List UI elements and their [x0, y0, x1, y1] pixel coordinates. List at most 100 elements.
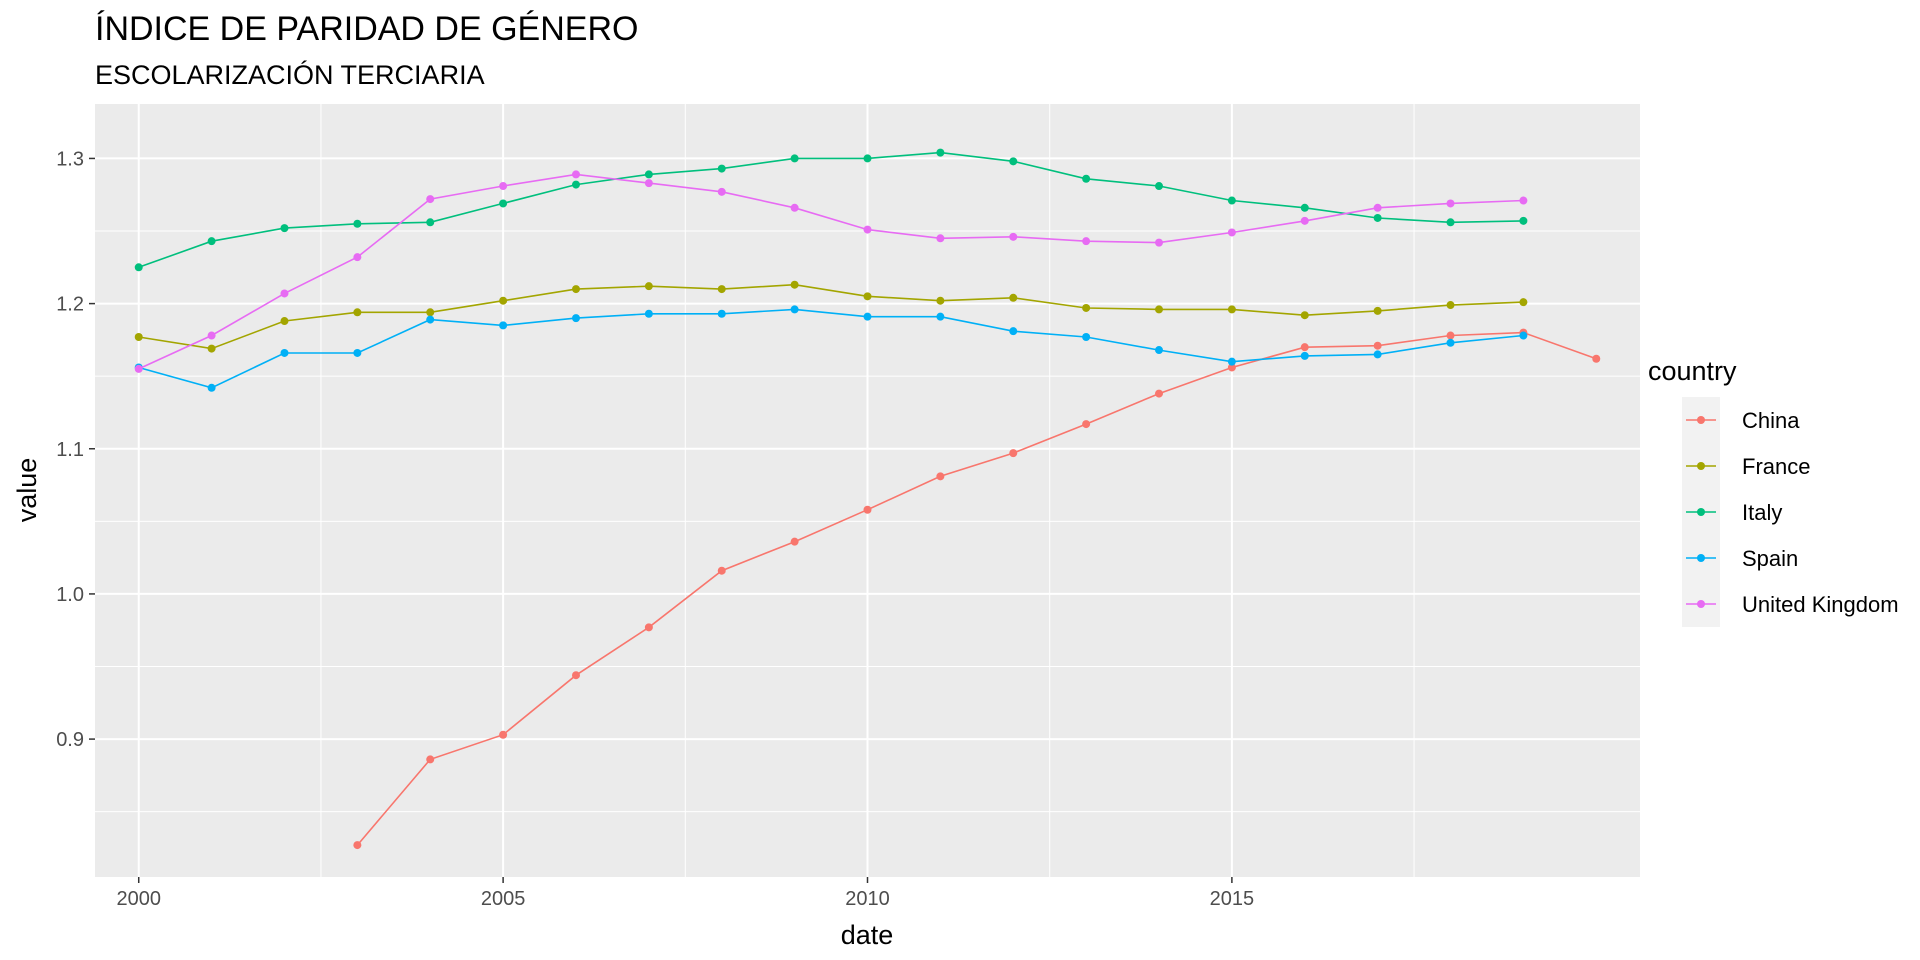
- data-point-france: [863, 292, 872, 301]
- data-point-italy: [1155, 182, 1164, 191]
- legend: country China France Italy Spain United King…: [1648, 356, 1899, 627]
- legend-key-point: [1697, 462, 1705, 470]
- data-point-france: [1227, 305, 1236, 314]
- data-point-china: [644, 623, 653, 632]
- x-tick-label: 2010: [845, 888, 890, 910]
- data-point-france: [1446, 301, 1455, 310]
- data-point-united-kingdom: [644, 179, 653, 188]
- data-point-italy: [936, 148, 945, 157]
- data-point-italy: [1082, 174, 1091, 183]
- x-axis-title: date: [841, 920, 894, 950]
- data-point-china: [1446, 331, 1455, 340]
- data-point-china: [499, 730, 508, 739]
- data-point-italy: [1519, 216, 1528, 225]
- legend-key-point: [1697, 416, 1705, 424]
- data-point-france: [426, 308, 435, 317]
- data-point-united-kingdom: [717, 187, 726, 196]
- data-point-spain: [207, 383, 216, 392]
- data-point-italy: [207, 237, 216, 246]
- data-point-united-kingdom: [1519, 196, 1528, 205]
- legend-label-united-kingdom: United Kingdom: [1742, 592, 1899, 617]
- data-point-united-kingdom: [353, 253, 362, 262]
- data-point-italy: [1446, 218, 1455, 227]
- data-point-spain: [717, 309, 726, 318]
- data-point-spain: [1373, 350, 1382, 359]
- data-point-france: [1009, 293, 1018, 302]
- legend-label-france: France: [1742, 454, 1810, 479]
- legend-item-france: France: [1686, 454, 1810, 479]
- data-point-united-kingdom: [936, 234, 945, 243]
- data-point-china: [936, 472, 945, 481]
- data-point-italy: [717, 164, 726, 173]
- data-point-france: [644, 282, 653, 291]
- legend-key-point: [1697, 600, 1705, 608]
- data-point-france: [1373, 306, 1382, 315]
- data-point-spain: [426, 315, 435, 324]
- data-point-china: [1009, 449, 1018, 458]
- legend-label-italy: Italy: [1742, 500, 1782, 525]
- data-point-united-kingdom: [1300, 216, 1309, 225]
- data-point-china: [717, 566, 726, 575]
- data-point-france: [936, 296, 945, 305]
- data-point-italy: [1373, 213, 1382, 222]
- data-point-france: [717, 285, 726, 294]
- data-point-united-kingdom: [1155, 238, 1164, 247]
- legend-items: China France Italy Spain United Kingdom: [1682, 397, 1899, 627]
- data-point-spain: [1155, 346, 1164, 355]
- y-axis-title: value: [12, 458, 42, 523]
- data-point-united-kingdom: [1373, 203, 1382, 212]
- data-point-italy: [499, 199, 508, 208]
- series-italy: [134, 148, 1528, 272]
- data-point-spain: [1300, 351, 1309, 360]
- data-point-spain: [1519, 331, 1528, 340]
- data-point-spain: [863, 312, 872, 321]
- data-point-united-kingdom: [1009, 232, 1018, 241]
- data-point-united-kingdom: [1082, 237, 1091, 246]
- legend-key-point: [1697, 554, 1705, 562]
- data-point-italy: [134, 263, 143, 272]
- data-point-china: [571, 671, 580, 680]
- y-tick-label: 1.1: [56, 439, 84, 461]
- data-point-spain: [936, 312, 945, 321]
- data-point-france: [280, 317, 289, 326]
- legend-item-china: China: [1686, 408, 1800, 433]
- x-tick-label: 2015: [1210, 888, 1255, 910]
- data-point-united-kingdom: [863, 225, 872, 234]
- chart-title: ÍNDICE DE PARIDAD DE GÉNERO: [95, 10, 638, 48]
- data-point-france: [1519, 298, 1528, 307]
- data-point-france: [1155, 305, 1164, 314]
- y-tick-label: 1.2: [56, 294, 84, 316]
- data-point-spain: [1009, 327, 1018, 336]
- legend-item-italy: Italy: [1686, 500, 1782, 525]
- data-point-italy: [353, 219, 362, 228]
- data-point-spain: [790, 305, 799, 314]
- data-point-china: [1592, 354, 1601, 363]
- data-point-china: [1300, 343, 1309, 352]
- data-point-france: [207, 344, 216, 353]
- y-tick-label: 0.9: [56, 729, 84, 751]
- legend-item-spain: Spain: [1686, 546, 1798, 571]
- data-point-italy: [571, 180, 580, 189]
- series-line-china: [356, 331, 1597, 846]
- data-point-spain: [644, 309, 653, 318]
- data-point-china: [863, 505, 872, 514]
- data-point-united-kingdom: [426, 195, 435, 204]
- data-point-spain: [499, 321, 508, 330]
- data-point-italy: [1227, 196, 1236, 205]
- data-point-united-kingdom: [499, 182, 508, 191]
- data-point-united-kingdom: [207, 331, 216, 340]
- series-china: [353, 328, 1601, 850]
- legend-label-spain: Spain: [1742, 546, 1798, 571]
- x-tick-label: 2000: [116, 888, 161, 910]
- data-point-spain: [280, 348, 289, 357]
- data-point-china: [790, 537, 799, 546]
- data-point-spain: [1227, 357, 1236, 366]
- x-tick-label: 2005: [481, 888, 526, 910]
- data-point-united-kingdom: [790, 203, 799, 212]
- series-layer: [134, 148, 1601, 850]
- data-point-united-kingdom: [571, 170, 580, 179]
- x-tick-labels: 2000 2005 2010 2015: [116, 888, 1254, 910]
- data-point-france: [1300, 311, 1309, 320]
- data-point-france: [790, 280, 799, 289]
- data-point-united-kingdom: [134, 364, 143, 373]
